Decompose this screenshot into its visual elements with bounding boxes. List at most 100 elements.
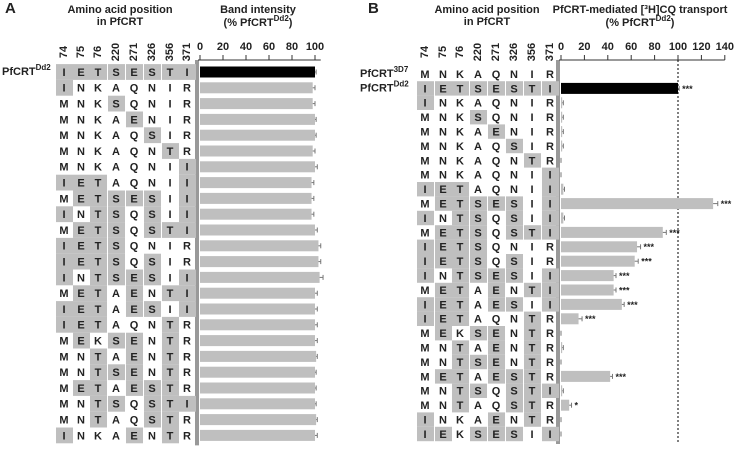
- residue-shade: [162, 364, 179, 381]
- residue: E: [130, 67, 137, 79]
- value-title-2-sup: Dd2: [274, 14, 290, 23]
- bar: [200, 287, 315, 299]
- residue-shade: [90, 237, 107, 254]
- residue: M: [420, 127, 429, 139]
- significance: ***: [619, 285, 630, 295]
- residue-shade: [90, 190, 107, 207]
- bar: [200, 161, 315, 173]
- value-title: Band intensity: [220, 4, 297, 16]
- residue: E: [439, 83, 446, 95]
- residue: S: [510, 213, 517, 225]
- residue-shade: [108, 237, 125, 254]
- bar: [561, 270, 614, 282]
- residue-shade: [90, 206, 107, 223]
- residue: A: [112, 114, 120, 126]
- bar: [561, 126, 563, 138]
- residue: N: [510, 415, 518, 427]
- residue: A: [112, 415, 120, 427]
- residue: S: [510, 271, 517, 283]
- residue: E: [130, 288, 137, 300]
- residue-shade: [179, 222, 196, 238]
- significance: ***: [627, 300, 638, 310]
- residue: N: [148, 114, 156, 126]
- residue-shade: [179, 395, 196, 412]
- residue: K: [94, 430, 102, 442]
- residue: M: [59, 367, 68, 379]
- bar: [200, 192, 312, 204]
- residue: M: [420, 155, 429, 167]
- residue: I: [423, 429, 426, 441]
- residue: A: [474, 400, 482, 412]
- residue-shade: [179, 190, 196, 207]
- residue: N: [77, 430, 85, 442]
- residue-shade: [435, 254, 452, 269]
- residue: N: [148, 99, 156, 111]
- residue-shade: [144, 206, 161, 223]
- row-label-sup: Dd2: [394, 80, 410, 89]
- residue-shade: [488, 426, 505, 442]
- residue: M: [420, 328, 429, 340]
- residue: S: [148, 272, 155, 284]
- residue: A: [112, 383, 120, 395]
- residue: M: [420, 69, 429, 81]
- residue-shade: [417, 81, 434, 96]
- residue: A: [474, 141, 482, 153]
- residue: M: [420, 112, 429, 124]
- residue: R: [546, 112, 554, 124]
- residue-shade: [126, 269, 143, 286]
- residue-shade: [179, 158, 196, 175]
- residue-shade: [435, 81, 452, 96]
- residue: E: [492, 415, 499, 427]
- residue-shade: [179, 269, 196, 286]
- residue-shade: [488, 282, 505, 298]
- x-tick-label: 0: [197, 41, 203, 53]
- residue: Q: [130, 399, 139, 411]
- residue: S: [148, 399, 155, 411]
- row-label-text: PfCRT: [360, 68, 394, 80]
- residue: N: [148, 178, 156, 190]
- residue-shade: [435, 311, 452, 326]
- residue: E: [130, 114, 137, 126]
- x-tick-label: 40: [602, 41, 614, 53]
- residue: R: [183, 83, 191, 95]
- residue: I: [62, 209, 65, 221]
- row-label-sup: 3D7: [394, 65, 409, 74]
- residue: A: [474, 170, 482, 182]
- residue: N: [439, 69, 447, 81]
- residue-shade: [56, 174, 73, 191]
- residue-shade: [108, 222, 125, 238]
- position-label: 271: [128, 43, 140, 61]
- residue: M: [420, 371, 429, 383]
- residue: I: [530, 127, 533, 139]
- residue: N: [439, 343, 447, 355]
- residue-shade: [524, 153, 541, 168]
- residue: R: [183, 415, 191, 427]
- residue-shade: [542, 383, 559, 398]
- residue: K: [456, 127, 464, 139]
- residue: T: [167, 415, 174, 427]
- residue: A: [112, 351, 120, 363]
- residue: E: [130, 304, 137, 316]
- residue: A: [474, 285, 482, 297]
- residue: T: [529, 357, 536, 369]
- residue: S: [474, 256, 481, 268]
- residue-shade: [488, 196, 505, 211]
- residue: M: [59, 99, 68, 111]
- residue: E: [439, 299, 446, 311]
- residue: S: [148, 383, 155, 395]
- residue: I: [423, 83, 426, 95]
- residue: N: [439, 141, 447, 153]
- residue-shade: [90, 285, 107, 302]
- residue: S: [112, 272, 119, 284]
- positions-title: in PfCRT: [464, 16, 511, 28]
- residue: K: [456, 415, 464, 427]
- residue-shade: [90, 364, 107, 381]
- residue: T: [167, 288, 174, 300]
- residue: E: [492, 271, 499, 283]
- residue: S: [148, 257, 155, 269]
- residue-shade: [90, 174, 107, 191]
- residue-shade: [162, 143, 179, 159]
- residue: K: [456, 69, 464, 81]
- residue: S: [474, 112, 481, 124]
- residue: S: [112, 193, 119, 205]
